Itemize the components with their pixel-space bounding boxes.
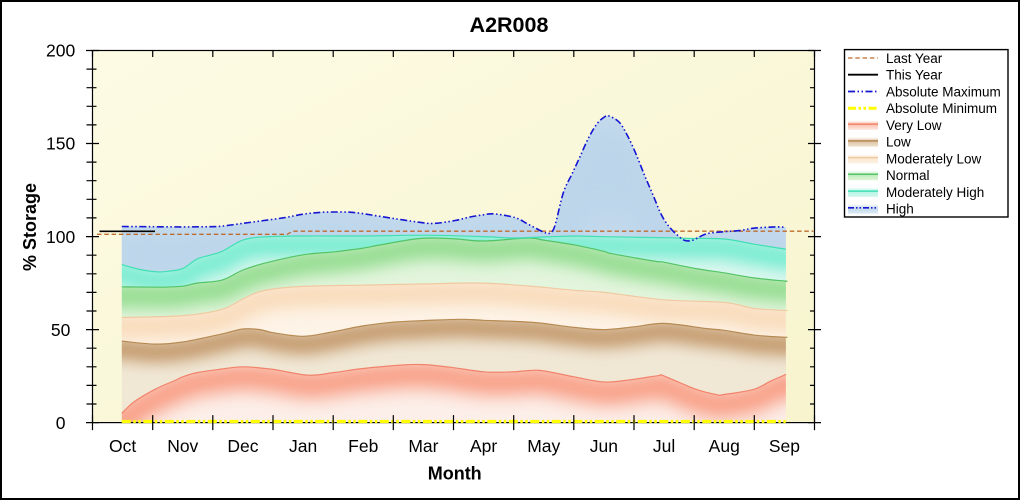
svg-text:200: 200 [46, 41, 75, 61]
svg-text:0: 0 [56, 413, 66, 433]
svg-text:A2R008: A2R008 [470, 13, 549, 37]
svg-text:Very Low: Very Low [886, 118, 942, 133]
svg-text:150: 150 [46, 134, 75, 154]
svg-text:Low: Low [886, 135, 911, 150]
svg-text:% Storage: % Storage [20, 183, 40, 271]
svg-text:High: High [886, 202, 914, 217]
svg-text:Apr: Apr [470, 436, 497, 456]
svg-text:Moderately High: Moderately High [886, 185, 984, 200]
svg-text:100: 100 [46, 227, 75, 247]
svg-text:Feb: Feb [348, 436, 378, 456]
svg-text:Sep: Sep [769, 436, 800, 456]
svg-text:Mar: Mar [408, 436, 438, 456]
svg-text:Month: Month [428, 463, 482, 483]
svg-text:Absolute Maximum: Absolute Maximum [886, 84, 1001, 99]
svg-text:May: May [527, 436, 560, 456]
svg-text:Jan: Jan [289, 436, 317, 456]
svg-text:Jun: Jun [590, 436, 618, 456]
svg-text:Dec: Dec [227, 436, 258, 456]
svg-text:Absolute Minimum: Absolute Minimum [886, 101, 997, 116]
svg-text:Last Year: Last Year [886, 51, 943, 66]
svg-text:Aug: Aug [709, 436, 740, 456]
svg-text:Normal: Normal [886, 168, 930, 183]
svg-text:This Year: This Year [886, 68, 943, 83]
svg-text:Jul: Jul [653, 436, 675, 456]
svg-text:50: 50 [51, 320, 71, 340]
svg-text:Nov: Nov [167, 436, 198, 456]
svg-text:Moderately Low: Moderately Low [886, 151, 982, 166]
svg-text:Oct: Oct [109, 436, 136, 456]
